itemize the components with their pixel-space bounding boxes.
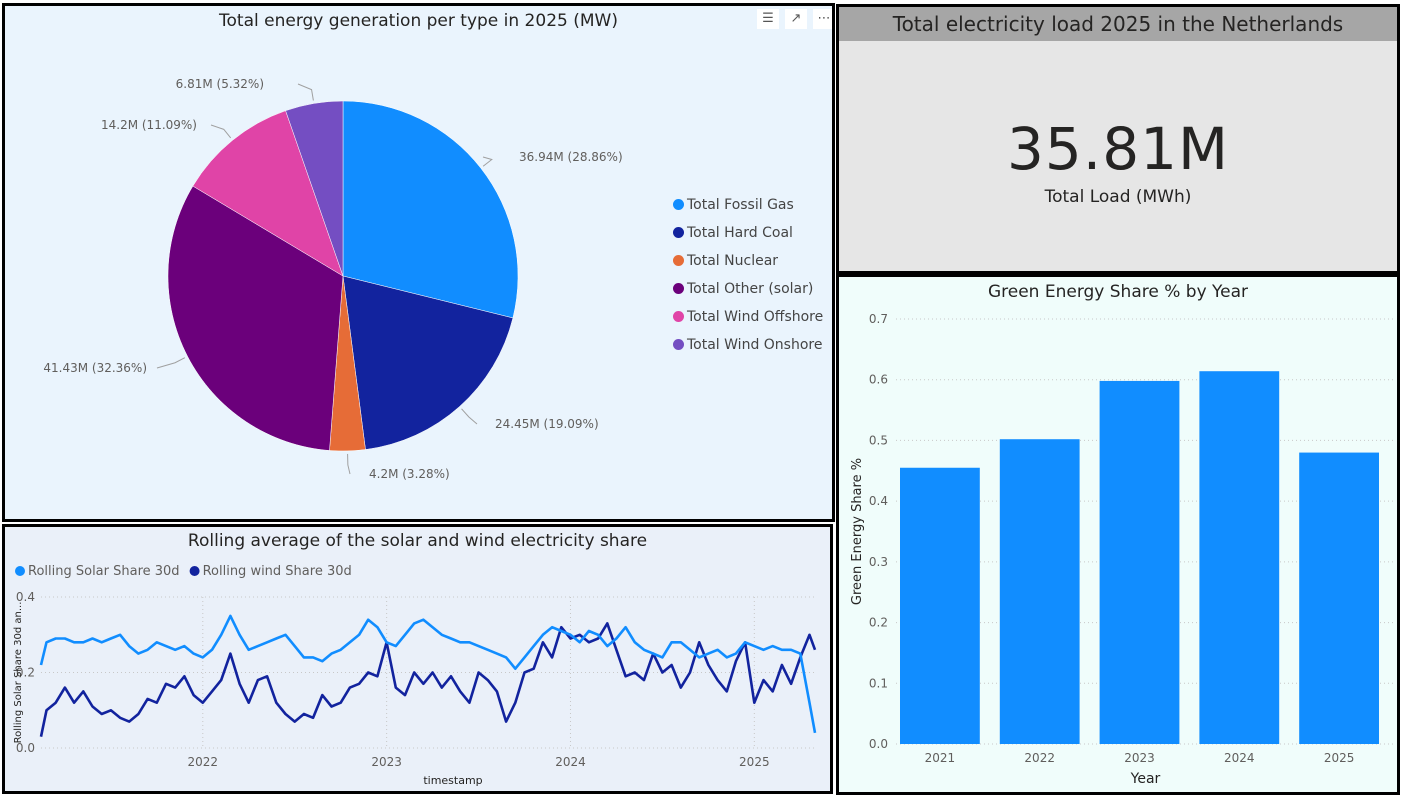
y-tick-label: 0.3 bbox=[869, 555, 888, 569]
pie-leader-line bbox=[461, 408, 478, 425]
pie-data-label: 4.2M (3.28%) bbox=[369, 467, 450, 481]
legend-color-icon bbox=[673, 227, 684, 238]
legend-color-icon bbox=[15, 566, 25, 576]
x-axis-title: timestamp bbox=[423, 774, 482, 787]
pie-leader-line bbox=[297, 83, 314, 101]
legend-label: Total Fossil Gas bbox=[687, 197, 794, 213]
bar-chart: 0.0 0.1 0.2 0.3 0.4 0.5 0.6 0.7 2021 2022 2023 2024… bbox=[850, 312, 1395, 787]
line-chart: 0.0 0.2 0.4 2022 2023 2024 2025 Rolling Solar S… bbox=[13, 564, 817, 787]
legend-item[interactable]: Total Hard Coal bbox=[673, 225, 793, 241]
pie-chart: 36.94M (28.86%) 24.45M (19.09%) 4.2M (3.28… bbox=[43, 77, 623, 481]
legend-color-icon bbox=[673, 283, 684, 294]
y-tick-label: 0.6 bbox=[869, 373, 888, 387]
legend-item[interactable]: Total Nuclear bbox=[673, 253, 778, 269]
pie-leader-line bbox=[347, 453, 351, 475]
y-tick-label: 0.2 bbox=[16, 666, 35, 680]
y-tick-label: 0.5 bbox=[869, 433, 888, 447]
pie-slice[interactable] bbox=[285, 100, 344, 277]
legend-color-icon bbox=[673, 339, 684, 350]
y-tick-label: 0.4 bbox=[16, 590, 35, 604]
more-options-icon[interactable]: ⋯ bbox=[813, 9, 832, 29]
x-tick-label: 2024 bbox=[555, 755, 586, 769]
legend-color-icon bbox=[673, 199, 684, 210]
pie-leader-line bbox=[210, 124, 232, 139]
x-tick-label: 2022 bbox=[1024, 751, 1055, 765]
x-tick-label: 2021 bbox=[925, 751, 956, 765]
bar[interactable] bbox=[1099, 380, 1180, 744]
legend-label: Total Nuclear bbox=[687, 253, 779, 269]
legend-label[interactable]: Rolling Solar Share 30d bbox=[28, 564, 180, 579]
bar[interactable] bbox=[900, 467, 980, 744]
line-chart-title: Rolling average of the solar and wind el… bbox=[187, 531, 648, 551]
pie-slice[interactable] bbox=[342, 275, 514, 450]
pie-data-label: 41.43M (32.36%) bbox=[43, 361, 147, 375]
legend-color-icon bbox=[673, 255, 684, 266]
y-tick-label: 0.7 bbox=[869, 312, 888, 326]
filter-icon[interactable]: ☰ bbox=[757, 9, 779, 29]
legend-item[interactable]: Total Wind Onshore bbox=[673, 337, 822, 353]
x-tick-label: 2024 bbox=[1224, 751, 1255, 765]
y-axis-title: Rolling Solar Share 30d an... bbox=[13, 602, 24, 744]
pie-slice[interactable] bbox=[192, 110, 344, 277]
x-tick-label: 2022 bbox=[188, 755, 219, 769]
kpi-card-value: 35.81M bbox=[1006, 115, 1230, 183]
bar-chart-title: Green Energy Share % by Year bbox=[987, 282, 1249, 302]
pie-slice[interactable] bbox=[342, 100, 519, 319]
y-tick-label: 0.0 bbox=[16, 741, 35, 755]
legend-label: Total Wind Onshore bbox=[687, 337, 823, 353]
bar[interactable] bbox=[1299, 452, 1379, 744]
y-axis-title: Green Energy Share % bbox=[850, 458, 865, 605]
y-tick-label: 0.0 bbox=[869, 737, 888, 751]
legend-label: Total Other (solar) bbox=[687, 281, 814, 297]
x-tick-label: 2023 bbox=[1124, 751, 1155, 765]
x-tick-label: 2025 bbox=[739, 755, 770, 769]
legend-label: Total Hard Coal bbox=[687, 225, 793, 241]
pie-leader-line bbox=[156, 357, 186, 369]
bar[interactable] bbox=[1199, 371, 1280, 744]
pie-chart-panel[interactable]: Total energy generation per type in 2025… bbox=[2, 3, 835, 522]
y-tick-label: 0.4 bbox=[869, 494, 888, 508]
legend-color-icon bbox=[189, 566, 200, 576]
legend-item[interactable]: Total Other (solar) bbox=[673, 281, 813, 297]
x-tick-label: 2025 bbox=[1324, 751, 1355, 765]
line-chart-panel[interactable]: Rolling average of the solar and wind el… bbox=[2, 524, 833, 794]
x-axis-title: Year bbox=[1130, 771, 1161, 787]
pie-data-label: 14.2M (11.09%) bbox=[101, 118, 197, 132]
kpi-card-panel[interactable]: Total electricity load 2025 in the Nethe… bbox=[836, 4, 1400, 274]
kpi-card-label: Total Load (MWh) bbox=[1044, 187, 1192, 207]
x-tick-label: 2023 bbox=[371, 755, 402, 769]
legend-color-icon bbox=[673, 311, 684, 322]
legend-item[interactable]: Total Wind Offshore bbox=[673, 309, 823, 325]
pie-data-label: 36.94M (28.86%) bbox=[519, 150, 623, 164]
legend-item[interactable]: Total Fossil Gas bbox=[673, 197, 794, 213]
y-tick-label: 0.1 bbox=[869, 676, 888, 690]
bar[interactable] bbox=[999, 439, 1080, 744]
pie-leader-line bbox=[482, 156, 493, 167]
pie-chart-title: Total energy generation per type in 2025… bbox=[219, 11, 618, 31]
y-tick-label: 0.2 bbox=[869, 616, 888, 630]
series-line[interactable] bbox=[39, 614, 817, 734]
legend-label: Total Wind Offshore bbox=[687, 309, 824, 325]
pie-slice[interactable] bbox=[167, 185, 344, 451]
bar-chart-panel[interactable]: Green Energy Share % by Year 0.0 0.1 0.2 0.… bbox=[836, 274, 1400, 795]
kpi-card-title: Total electricity load 2025 in the Nethe… bbox=[839, 7, 1397, 41]
focus-mode-icon[interactable]: ↗ bbox=[785, 9, 807, 29]
legend-label[interactable]: Rolling wind Share 30d bbox=[203, 564, 352, 579]
pie-data-label: 24.45M (19.09%) bbox=[495, 417, 599, 431]
pie-data-label: 6.81M (5.32%) bbox=[176, 77, 264, 91]
series-line[interactable] bbox=[39, 622, 817, 737]
